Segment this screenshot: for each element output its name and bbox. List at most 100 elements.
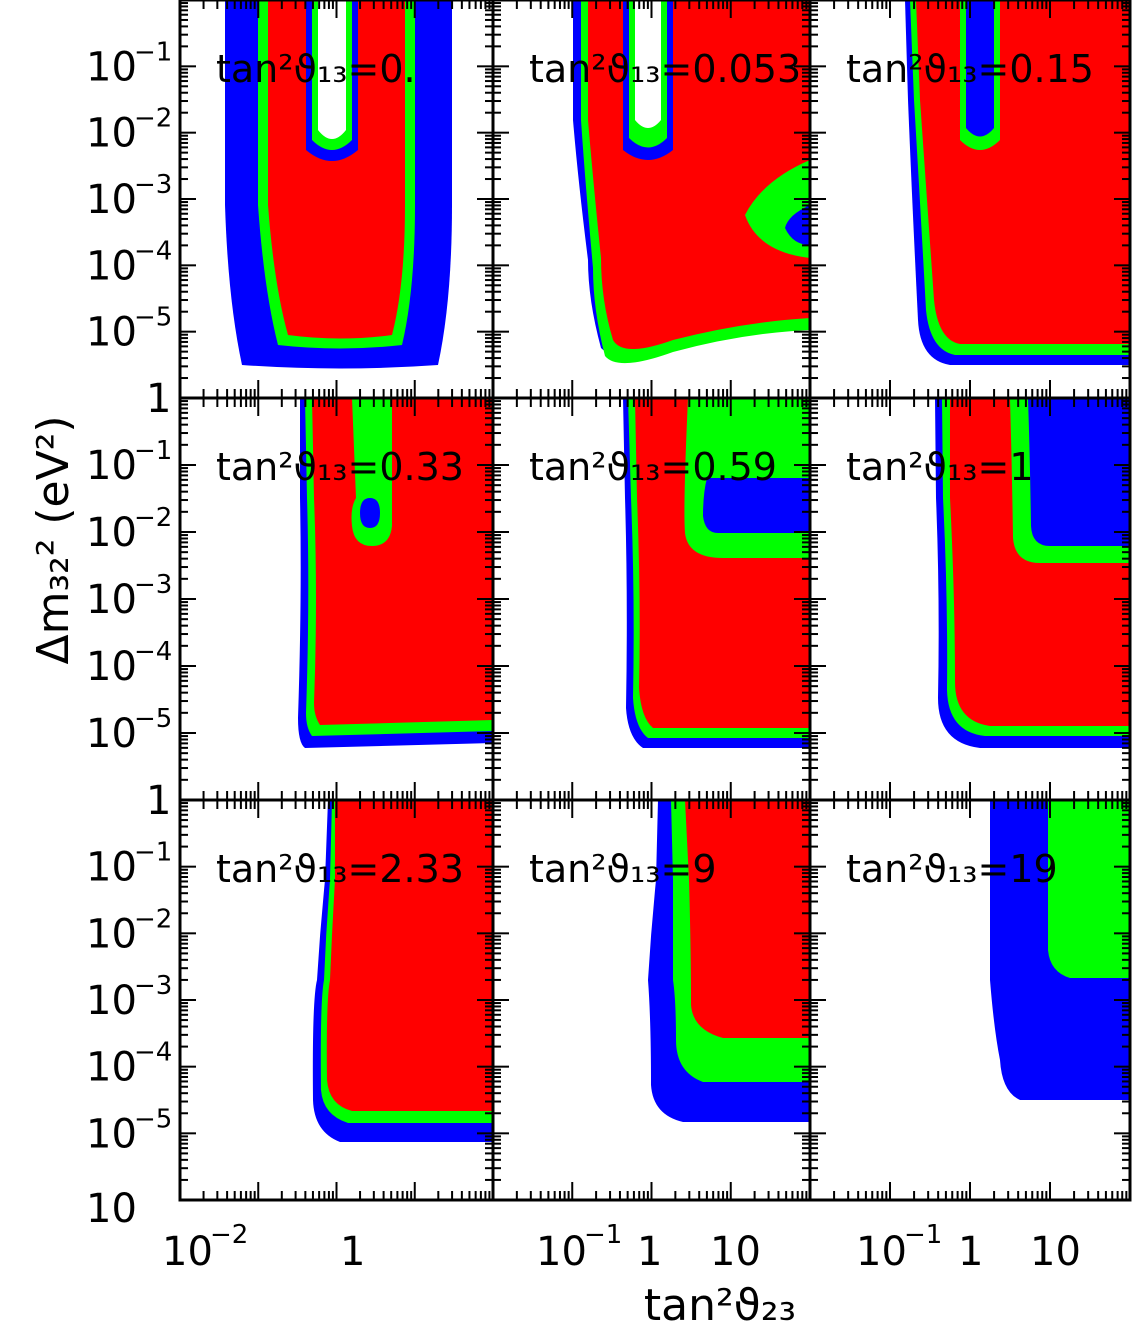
x-tick-base: 10: [162, 1229, 213, 1275]
outer-contour-region: [966, 0, 994, 137]
y-tick-base: 10: [86, 644, 137, 690]
y-tick-label: 10−2: [86, 104, 172, 157]
x-tick-base: 1: [958, 1229, 983, 1275]
y-tick-exponent: −2: [134, 104, 172, 134]
x-tick-exponent: −2: [210, 1220, 248, 1250]
y-tick-exponent: −2: [134, 503, 172, 533]
panel-label: tan²ϑ₁₃=0.053: [529, 47, 801, 91]
y-tick-label: 10−1: [86, 838, 172, 891]
y-tick-exponent: −3: [134, 170, 172, 200]
panel-label: tan²ϑ₁₃=19: [846, 847, 1058, 891]
y-tick-label: 10−2: [86, 503, 172, 556]
y-tick-exponent: −2: [134, 904, 172, 934]
y-tick-label: 10−3: [86, 570, 172, 623]
y-tick-base: 10: [86, 978, 137, 1024]
contour-panel: tan²ϑ₁₃=9: [491, 798, 812, 1202]
inner-contour-region: [685, 800, 810, 1038]
y-tick-exponent: −4: [134, 236, 172, 266]
x-tick-exponent: −1: [904, 1220, 942, 1250]
y-tick-label: 10−1: [86, 37, 172, 90]
panel-label: tan²ϑ₁₃=0.33: [216, 445, 464, 489]
contour-regions: [180, 800, 493, 1200]
y-tick-exponent: −4: [134, 637, 172, 667]
y-tick-base: 10: [86, 111, 137, 157]
contour-panel: tan²ϑ₁₃=19: [808, 798, 1132, 1202]
contour-panel: tan²ϑ₁₃=0.053: [491, 0, 812, 400]
x-tick-base: 10: [1030, 1229, 1081, 1275]
contour-regions: [493, 800, 810, 1200]
y-tick-base: 10: [86, 243, 137, 289]
x-tick-label: 1: [340, 1229, 365, 1275]
excluded-hole: [318, 0, 346, 139]
y-tick-label: 10−5: [86, 303, 172, 356]
x-tick-base: 10: [710, 1229, 761, 1275]
x-tick-label: 10−1: [856, 1220, 942, 1275]
y-tick-base: 10: [86, 310, 137, 356]
contour-panel: tan²ϑ₁₃=2.33: [178, 798, 495, 1202]
y-tick-base: 10: [86, 1111, 137, 1157]
x-tick-exponent: −1: [584, 1220, 622, 1250]
x-tick-base: 10: [856, 1229, 907, 1275]
middle-contour-region: [1048, 800, 1130, 978]
panels-layer: tan²ϑ₁₃=0. tan²ϑ₁₃=0.053 tan²ϑ₁₃=0.15 tan²ϑ…: [178, 0, 1132, 1202]
x-tick-base: 10: [536, 1229, 587, 1275]
y-tick-exponent: −5: [134, 704, 172, 734]
y-tick-stub: 1: [146, 376, 171, 422]
x-tick-base: 1: [340, 1229, 365, 1275]
y-tick-base: 10: [86, 845, 137, 891]
contour-regions: [180, 0, 493, 398]
y-tick-base: 10: [86, 577, 137, 623]
contour-regions: [810, 398, 1130, 800]
y-tick-exponent: −1: [134, 37, 172, 67]
y-tick-exponent: −1: [134, 838, 172, 868]
contour-panel: tan²ϑ₁₃=1: [808, 396, 1132, 802]
contour-regions: [810, 800, 1130, 1200]
y-tick-label: 10−4: [86, 236, 172, 289]
x-tick-label: 10: [1030, 1229, 1081, 1275]
y-tick-exponent: −5: [134, 303, 172, 333]
y-tick-base: 10: [86, 177, 137, 223]
y-tick-exponent: −3: [134, 971, 172, 1001]
y-tick-label: 10−1: [86, 436, 172, 489]
y-tick-label: 10−5: [86, 704, 172, 757]
x-tick-label: 10−1: [536, 1220, 622, 1275]
y-tick-base: 10: [86, 44, 137, 90]
y-tick-label: 10−4: [86, 637, 172, 690]
outer-contour-region: [785, 205, 810, 245]
panel-label: tan²ϑ₁₃=0.: [216, 47, 416, 91]
contour-panel: tan²ϑ₁₃=0.15: [808, 0, 1132, 400]
y-tick-label: 10−3: [86, 971, 172, 1024]
outer-contour-region: [703, 478, 810, 533]
contour-regions: [180, 398, 493, 800]
axes-layer: 10−110−210−310−410−510−110−210−310−410−5…: [86, 37, 1081, 1275]
x-tick-label: 1: [637, 1229, 662, 1275]
panel-frame: [808, 798, 1132, 1202]
x-tick-label: 1: [958, 1229, 983, 1275]
contour-regions: [810, 0, 1130, 398]
inner-contour-region: [326, 800, 493, 1111]
contour-panel: tan²ϑ₁₃=0.59: [491, 396, 812, 802]
y-tick-stub: 1: [146, 778, 171, 824]
y-axis-title-text: Δm₃₂² (eV²): [28, 415, 79, 664]
x-tick-label: 10: [710, 1229, 761, 1275]
contour-panel: tan²ϑ₁₃=0.33: [178, 396, 495, 802]
contour-regions: [493, 398, 810, 800]
x-axis-title: tan²ϑ₂₃: [644, 1280, 796, 1331]
y-axis-title: Δm₃₂² (eV²): [28, 415, 79, 664]
x-tick-label: 10−2: [162, 1220, 248, 1275]
excluded-hole: [635, 0, 661, 128]
y-tick-base: 10: [86, 711, 137, 757]
panel-label: tan²ϑ₁₃=2.33: [216, 847, 464, 891]
inner-contour-region: [268, 0, 405, 339]
y-tick-label: 10−4: [86, 1038, 172, 1091]
y-tick-exponent: −5: [134, 1104, 172, 1134]
y-tick-exponent: −4: [134, 1038, 172, 1068]
y-tick-base: 10: [86, 1045, 137, 1091]
y-tick-label: 10−2: [86, 904, 172, 957]
y-tick-bottom: 10: [86, 1186, 137, 1232]
panel-label: tan²ϑ₁₃=9: [529, 847, 717, 891]
panel-label: tan²ϑ₁₃=0.15: [846, 47, 1094, 91]
outer-contour-region: [1028, 398, 1130, 546]
